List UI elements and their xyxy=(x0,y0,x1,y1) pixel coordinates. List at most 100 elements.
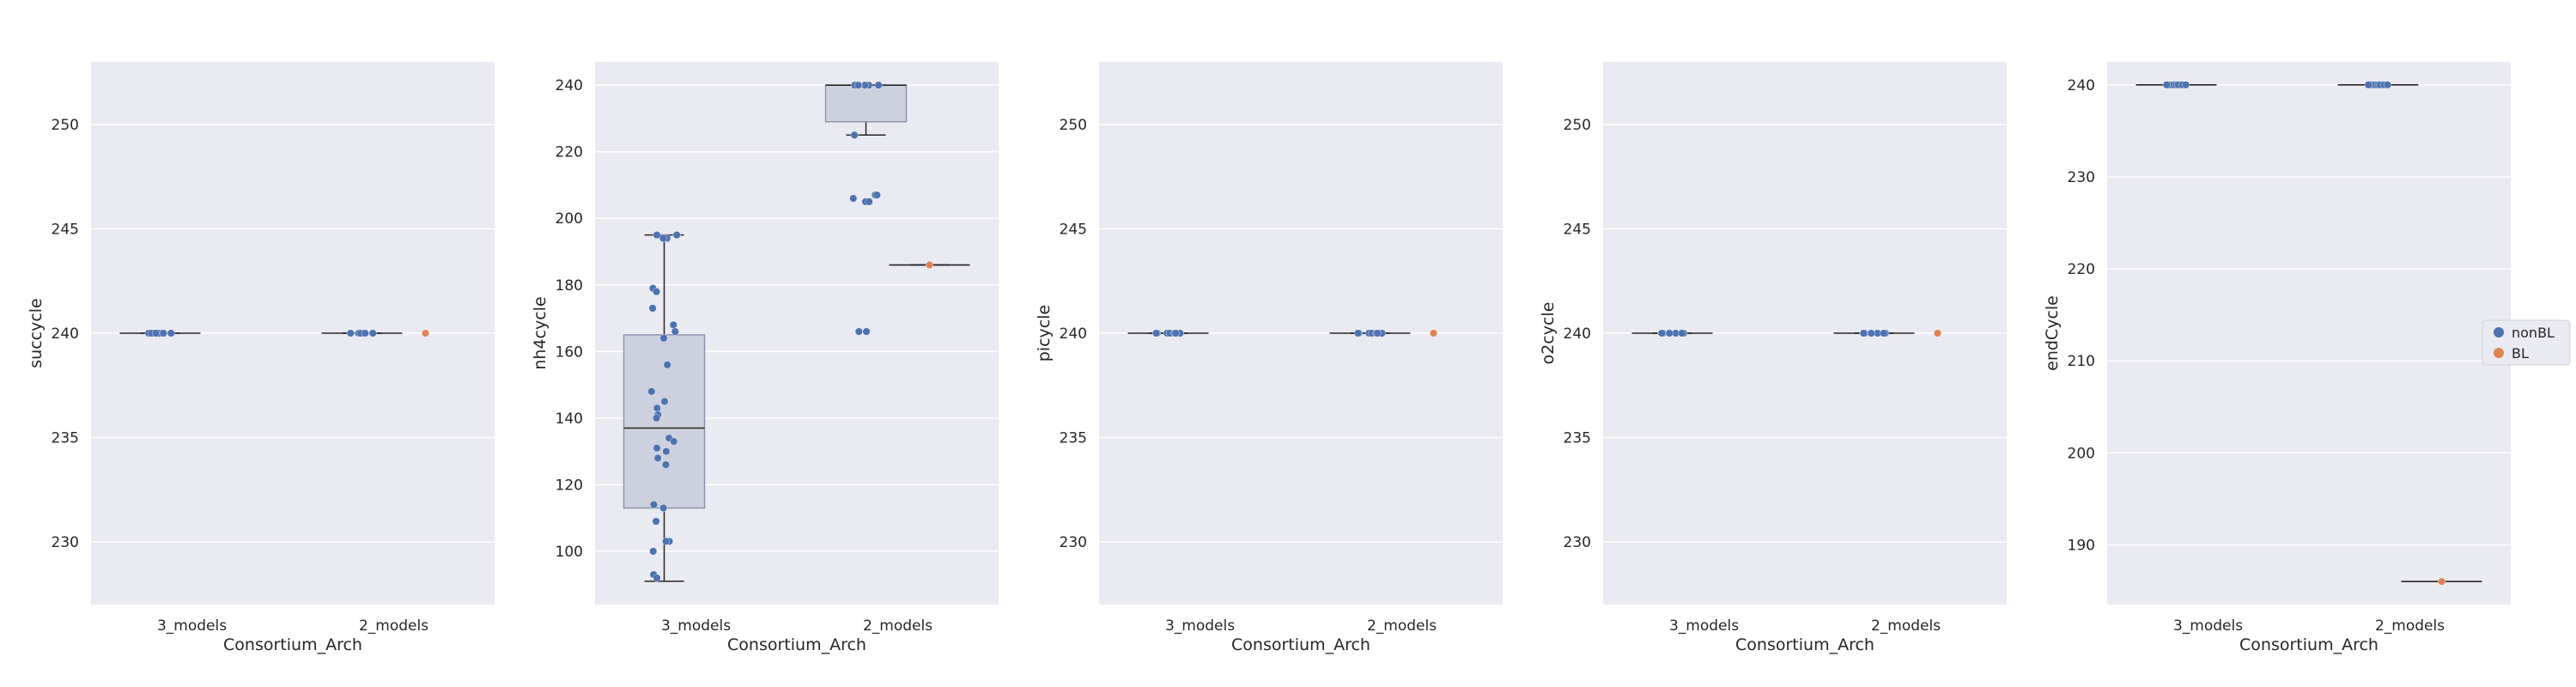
y-axis-label: nh4cycle xyxy=(531,296,550,369)
point-nonBL xyxy=(862,327,871,336)
x-tick-label: 3_models xyxy=(2173,617,2243,635)
x-tick-label: 2_models xyxy=(863,617,933,635)
x-axis-label: Consortium_Arch xyxy=(223,635,362,654)
point-nonBL xyxy=(1880,329,1888,337)
y-axis-label: picycle xyxy=(1035,305,1054,362)
y-tick-label: 230 xyxy=(1060,534,1087,551)
point-nonBL xyxy=(672,231,681,240)
y-tick-label: 240 xyxy=(2068,77,2095,94)
y-tick-label: 230 xyxy=(52,534,79,551)
x-tick-label: 2_models xyxy=(1871,617,1941,635)
point-nonBL xyxy=(1859,329,1868,337)
point-nonBL xyxy=(346,329,355,337)
y-tick-label: 190 xyxy=(2068,537,2095,554)
point-nonBL xyxy=(653,231,661,240)
point-nonBL xyxy=(1171,329,1180,337)
point-BL xyxy=(2437,577,2445,586)
point-nonBL xyxy=(662,537,671,545)
y-tick-label: 245 xyxy=(1060,221,1087,238)
box-body xyxy=(824,84,908,123)
point-nonBL xyxy=(647,387,656,396)
point-nonBL xyxy=(653,404,661,412)
point-nonBL xyxy=(874,81,883,89)
point-nonBL xyxy=(1353,329,1362,337)
y-tick-label: 230 xyxy=(2068,169,2095,186)
point-nonBL xyxy=(1151,329,1160,337)
point-nonBL xyxy=(669,320,677,329)
point-nonBL xyxy=(2364,81,2372,89)
panel-nh4cycle: 100 120 140 160 180 200 220 240 3_models 2_models… xyxy=(531,62,999,654)
legend: nonBL BL xyxy=(2482,319,2571,366)
y-tick-label: 240 xyxy=(52,325,79,343)
point-nonBL xyxy=(670,437,678,446)
x-axis-label: Consortium_Arch xyxy=(1231,635,1370,654)
point-BL xyxy=(422,329,430,337)
y-tick-label: 240 xyxy=(556,77,583,94)
legend-marker-nonBL xyxy=(2494,327,2504,337)
y-tick-label: 250 xyxy=(52,117,79,134)
y-tick-label: 160 xyxy=(556,344,583,361)
point-nonBL xyxy=(2162,81,2171,89)
point-BL xyxy=(925,261,933,270)
point-nonBL xyxy=(849,194,858,203)
y-tick-label: 235 xyxy=(1564,430,1591,447)
y-tick-label: 245 xyxy=(52,221,79,238)
y-tick-label: 200 xyxy=(2068,445,2095,462)
point-nonBL xyxy=(167,329,175,337)
panel-o2cycle: 230 235 240 245 250 3_models 2_modelsConsortiu… xyxy=(1539,62,2007,654)
point-nonBL xyxy=(1373,329,1382,337)
y-tick-label: 230 xyxy=(1564,534,1591,551)
point-nonBL xyxy=(2384,81,2392,89)
point-nonBL xyxy=(653,444,661,453)
x-tick-label: 3_models xyxy=(1669,617,1739,635)
legend-box xyxy=(2482,319,2571,366)
x-axis-label: Consortium_Arch xyxy=(727,635,866,654)
point-nonBL xyxy=(653,453,662,462)
point-nonBL xyxy=(151,329,160,337)
point-nonBL xyxy=(648,304,657,313)
point-nonBL xyxy=(865,198,873,206)
x-tick-label: 3_models xyxy=(661,617,731,635)
x-axis-label: Consortium_Arch xyxy=(2239,635,2379,654)
legend-label: nonBL xyxy=(2512,325,2555,341)
y-tick-label: 140 xyxy=(556,410,583,428)
point-nonBL xyxy=(663,361,671,369)
point-nonBL xyxy=(2182,81,2190,89)
point-nonBL xyxy=(361,329,369,337)
point-nonBL xyxy=(653,574,661,582)
point-nonBL xyxy=(661,460,670,469)
box-body xyxy=(623,334,706,509)
y-tick-label: 200 xyxy=(556,210,583,228)
y-tick-label: 240 xyxy=(1060,325,1087,343)
y-tick-label: 220 xyxy=(2068,261,2095,278)
point-nonBL xyxy=(649,501,658,509)
point-BL xyxy=(1933,329,1941,337)
point-nonBL xyxy=(653,414,661,423)
point-nonBL xyxy=(652,288,660,296)
x-tick-label: 3_models xyxy=(157,617,227,635)
y-tick-label: 210 xyxy=(2068,353,2095,370)
point-nonBL xyxy=(850,131,859,139)
panel-picycle: 230 235 240 245 250 3_models 2_modelsConsortiu… xyxy=(1035,62,1503,654)
x-axis-label: Consortium_Arch xyxy=(1735,635,1874,654)
point-nonBL xyxy=(1678,329,1686,337)
point-nonBL xyxy=(368,329,377,337)
point-nonBL xyxy=(159,329,167,337)
point-nonBL xyxy=(854,81,862,89)
y-tick-label: 240 xyxy=(1564,325,1591,343)
legend-label: BL xyxy=(2512,345,2529,362)
point-nonBL xyxy=(662,447,671,456)
point-nonBL xyxy=(1867,329,1875,337)
point-nonBL xyxy=(1657,329,1666,337)
point-BL xyxy=(1429,329,1437,337)
point-nonBL xyxy=(854,327,863,336)
x-tick-label: 2_models xyxy=(359,617,428,635)
point-nonBL xyxy=(652,517,660,526)
plot-background xyxy=(2107,62,2511,605)
point-nonBL xyxy=(872,191,881,199)
y-tick-label: 180 xyxy=(556,277,583,295)
point-nonBL xyxy=(660,397,669,405)
point-nonBL xyxy=(659,504,668,513)
panel-succycle: 230 235 240 245 250 3_models 2_modelsConsortiu… xyxy=(27,62,495,654)
